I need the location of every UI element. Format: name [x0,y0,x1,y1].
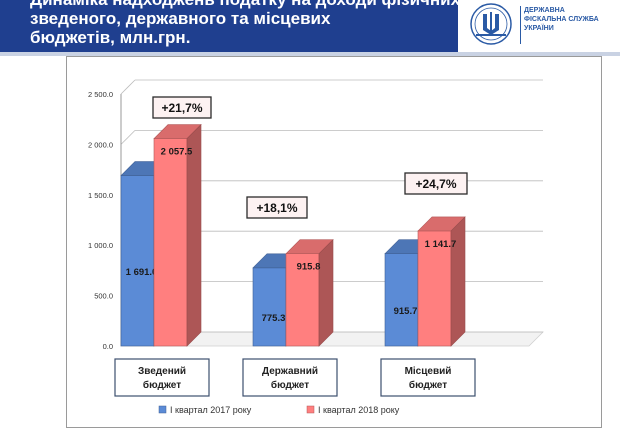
category-label-box [242,358,338,397]
bar-value-label: 2 057.5 [161,147,193,158]
gridline-depth [120,79,136,95]
logo-text: ДЕРЖАВНА ФІСКАЛЬНА СЛУЖБА УКРАЇНИ [524,6,620,33]
category-label-box [380,358,476,397]
logo-panel: ДЕРЖАВНА ФІСКАЛЬНА СЛУЖБА УКРАЇНИ [458,0,620,52]
category-label-line-2: бюджет [409,379,447,391]
legend-label: I квартал 2017 року [170,405,252,415]
category-label-line-2: бюджет [143,379,181,391]
growth-label: +18,1% [256,201,297,215]
logo-line-2: ФІСКАЛЬНА СЛУЖБА [524,16,599,23]
growth-label: +24,7% [415,177,456,191]
legend-swatch [306,405,315,414]
bar-value-label: 915.7 [394,306,418,317]
bar-front [153,138,188,347]
category-label-line-1: Місцевий [405,366,452,377]
y-tick-label: 1 000.0 [88,241,113,250]
bar-value-label: 1 141.7 [425,239,457,250]
bar-side [186,123,202,347]
title-line-1: Динаміка надходжень податку на доходи фі… [30,0,526,9]
category-label-box [114,358,210,397]
bar-value-label: 915.8 [297,262,321,273]
bar-front [384,253,419,347]
category-label-line-2: бюджет [271,379,309,391]
header-shadow [0,52,620,56]
gridline-depth [120,130,136,145]
bar-side [318,238,334,347]
title-line-2: зведеного, державного та місцевих [30,9,331,28]
legend-swatch [158,405,167,414]
bar-value-label: 775.3 [262,313,286,324]
chart-frame: 0.0 500.0 1 000.0 1 500.0 2 000.0 2 500.0 1 69… [66,56,602,428]
bar-value-label: 1 691.0 [126,267,158,278]
category-label-line-1: Державний [262,366,318,377]
bar-side [450,216,466,347]
logo-line-1: ДЕРЖАВНА [524,7,565,14]
bar-chart: 0.0 500.0 1 000.0 1 500.0 2 000.0 2 500.0 1 69… [88,79,544,415]
logo-divider [520,6,521,44]
growth-label: +21,7% [161,101,202,115]
y-tick-label: 1 500.0 [88,191,113,200]
bar-front [120,175,155,347]
title-line-3: бюджетів, млн.грн. [30,28,191,47]
growth-box [152,96,212,119]
legend-label: I квартал 2018 року [318,405,400,415]
y-tick-label: 2 500.0 [88,90,113,99]
y-tick-label: 2 000.0 [88,140,113,149]
bar-front [285,253,320,347]
growth-box [246,196,308,219]
logo-line-3: УКРАЇНИ [524,25,554,32]
y-tick-label: 500.0 [94,292,113,301]
slide-header: Динаміка надходжень податку на доходи фі… [0,0,620,52]
trident-emblem-icon [470,3,512,45]
growth-box [404,172,468,195]
category-label-line-1: Зведений [138,366,186,377]
y-tick-label: 0.0 [103,342,113,351]
bar-front [252,267,287,347]
